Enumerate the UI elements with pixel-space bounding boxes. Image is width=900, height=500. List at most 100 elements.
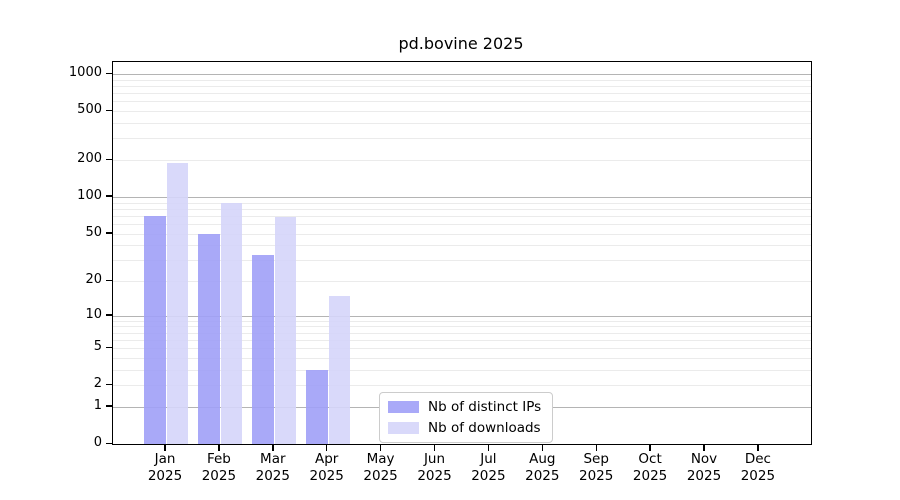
x-tick-label-feb: Feb 2025 (192, 451, 246, 485)
legend-label-distinct-ips: Nb of distinct IPs (428, 399, 542, 415)
y-tick-label-5: 5 (93, 339, 102, 355)
gridline-minor (113, 138, 811, 140)
x-tick-year-jun: 2025 (417, 468, 452, 484)
y-tick-label-50: 50 (85, 224, 102, 240)
x-tick-label-sep: Sep 2025 (569, 451, 623, 485)
y-tick-5 (106, 346, 112, 349)
gridline-minor (113, 339, 811, 341)
y-tick-0 (106, 442, 112, 444)
y-tick-1 (106, 405, 112, 407)
legend-label-downloads: Nb of downloads (428, 420, 541, 436)
chart-title: pd.bovine 2025 (398, 34, 524, 53)
gridline-minor (113, 86, 811, 87)
x-tick-year-feb: 2025 (201, 468, 237, 484)
gridline-minor (113, 233, 811, 235)
legend: Nb of distinct IPs Nb of downloads (379, 392, 554, 443)
legend-item-distinct-ips: Nb of distinct IPs (388, 399, 541, 415)
gridline-minor (113, 320, 811, 322)
y-tick-label-2: 2 (93, 376, 102, 392)
gridline-minor (113, 202, 811, 204)
gridline-minor (113, 357, 811, 359)
x-tick-year-jan: 2025 (147, 468, 183, 484)
y-tick-label-10: 10 (85, 306, 102, 322)
bar-distinct-ips-apr (305, 369, 328, 444)
legend-swatch-downloads (388, 422, 419, 434)
gridline-minor (113, 332, 811, 334)
gridline-minor (113, 101, 811, 103)
bar-distinct-ips-jan (144, 215, 166, 444)
gridline-minor (113, 369, 811, 371)
y-tick-20 (106, 279, 112, 281)
x-tick-year-oct: 2025 (632, 468, 668, 484)
x-tick-oct (649, 444, 651, 451)
gridline-minor (113, 123, 811, 124)
x-tick-mar (272, 444, 274, 451)
y-tick-100 (106, 195, 112, 197)
gridline-minor (113, 208, 811, 210)
x-tick-year-aug: 2025 (525, 468, 560, 484)
y-tick-label-500: 500 (77, 102, 102, 118)
gridline-minor (113, 223, 811, 225)
gridline-minor (113, 93, 811, 95)
y-tick-label-20: 20 (85, 272, 102, 287)
x-tick-year-nov: 2025 (686, 468, 722, 484)
gridline-minor (113, 111, 811, 113)
gridline-minor (113, 260, 811, 262)
y-tick-label-200: 200 (77, 151, 102, 166)
x-tick-nov (703, 444, 705, 451)
legend-swatch-distinct-ips (388, 401, 419, 413)
y-tick-500 (106, 109, 112, 112)
plot-area: Nb of distinct IPs Nb of downloads (112, 61, 812, 445)
y-tick-50 (106, 232, 112, 234)
x-tick-may (379, 444, 382, 451)
y-tick-label-1000: 1000 (68, 65, 102, 80)
bar-downloads-jan (167, 162, 188, 444)
x-tick-dec (757, 444, 759, 451)
x-tick-label-jan: Jan 2025 (138, 451, 192, 485)
y-tick-label-1: 1 (93, 397, 102, 413)
gridline-minor (113, 79, 811, 81)
gridline-minor (113, 348, 811, 350)
x-tick-label-may: May 2025 (354, 451, 408, 485)
gridline-minor (113, 326, 811, 328)
x-tick-label-dec: Dec 2025 (731, 451, 785, 485)
y-tick-200 (106, 158, 112, 160)
bar-downloads-feb (220, 202, 242, 444)
x-tick-year-dec: 2025 (740, 468, 776, 484)
x-tick-label-mar: Mar 2025 (246, 451, 300, 485)
x-tick-label-aug: Aug 2025 (515, 451, 569, 485)
gridline-minor (113, 215, 811, 217)
x-tick-feb (218, 444, 220, 451)
gridline-minor (113, 281, 811, 282)
gridline-major (113, 74, 811, 75)
gridline-minor (113, 160, 811, 161)
x-tick-label-apr: Apr 2025 (300, 451, 354, 485)
x-tick-year-apr: 2025 (309, 468, 344, 484)
y-tick-2 (106, 383, 112, 386)
y-tick-10 (106, 314, 112, 316)
x-tick-label-jul: Jul 2025 (461, 451, 515, 485)
gridline-minor (113, 385, 811, 387)
x-tick-jun (433, 444, 436, 451)
x-tick-label-oct: Oct 2025 (623, 451, 677, 485)
gridline-major (113, 315, 811, 317)
x-tick-year-may: 2025 (363, 468, 398, 484)
gridline-major (113, 196, 811, 198)
bar-downloads-mar (274, 216, 296, 444)
x-tick-sep (595, 444, 597, 451)
x-tick-jan (164, 444, 166, 451)
y-tick-label-100: 100 (77, 187, 102, 203)
bar-distinct-ips-feb (197, 233, 220, 444)
bar-downloads-apr (328, 295, 350, 444)
y-tick-1000 (106, 72, 112, 74)
x-tick-apr (325, 444, 328, 451)
x-tick-label-jun: Jun 2025 (408, 451, 462, 485)
x-tick-year-jul: 2025 (471, 468, 506, 484)
x-tick-aug (541, 444, 543, 451)
x-tick-label-nov: Nov 2025 (677, 451, 731, 485)
bar-distinct-ips-mar (251, 255, 274, 444)
x-tick-jul (487, 444, 490, 451)
y-tick-label-0: 0 (93, 435, 102, 450)
legend-item-downloads: Nb of downloads (388, 420, 541, 436)
